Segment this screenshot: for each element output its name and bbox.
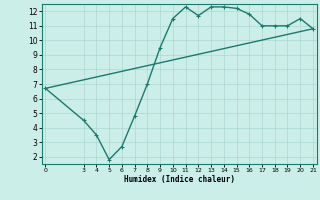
X-axis label: Humidex (Indice chaleur): Humidex (Indice chaleur)	[124, 175, 235, 184]
